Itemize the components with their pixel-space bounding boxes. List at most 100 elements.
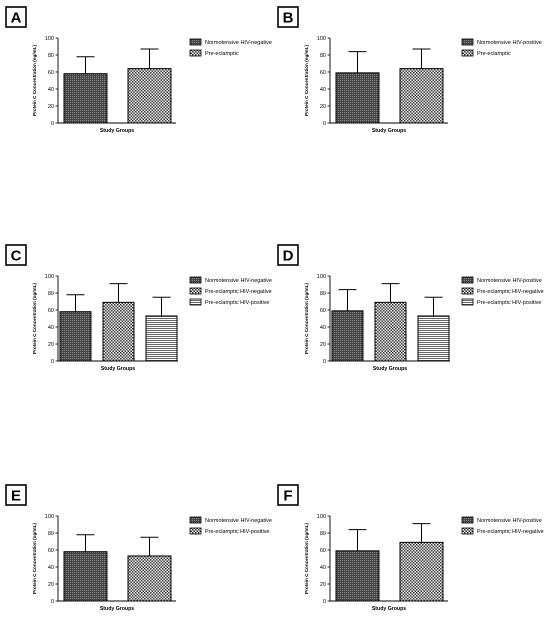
panel-letter: C [11,248,22,265]
legend-swatch [461,49,474,57]
y-tick-label: 40 [320,87,326,93]
bar-2 [127,555,172,602]
bar-3 [417,315,450,362]
legend-swatch [189,276,202,284]
y-tick-label: 100 [317,514,326,520]
panel-letter: B [283,10,294,27]
x-axis-label: Study Groups [101,366,135,372]
bar-2 [374,301,407,362]
panel-d: D 0 20 40 60 80 100 Protein C Concentration (ng… [277,244,544,372]
y-tick-label: 100 [317,36,326,42]
legend-label: Normotensive HIV-negative [205,278,272,284]
legend-swatch [189,516,202,524]
bar-1 [335,72,380,124]
legend-swatch [189,38,202,46]
y-tick-label: 20 [48,582,54,588]
y-tick-label: 60 [48,548,54,554]
y-tick-label: 40 [320,565,326,571]
x-axis-label: Study Groups [372,606,406,612]
panel-c: C 0 20 40 60 80 100 Protein C Concentration (ng… [5,244,272,372]
y-tick-label: 60 [48,308,54,314]
legend-swatch [461,516,474,524]
y-tick-label: 20 [320,582,326,588]
panel-e: E 0 20 40 60 80 100 Protein C Concentration (ng… [5,484,272,612]
y-tick-label: 0 [323,599,326,605]
y-tick-label: 80 [48,53,54,59]
legend-label: Pre-eclamptic HIV-negative [205,289,272,295]
panel-letter: E [11,488,21,505]
y-tick-label: 80 [320,53,326,59]
bar-3 [145,315,178,362]
panel-f: F 0 20 40 60 80 100 Protein C Concentration (ng… [277,484,544,612]
legend-label: Pre-eclamptic HIV-negative [477,529,544,535]
y-tick-label: 40 [48,87,54,93]
bar-2 [399,541,444,602]
y-tick-label: 0 [51,599,54,605]
y-tick-label: 40 [48,325,54,331]
y-tick-label: 100 [45,514,54,520]
panel-letter: A [11,10,22,27]
y-tick-label: 0 [51,121,54,127]
panel-letter: D [283,248,294,265]
legend-label: Normotensive HIV-negative [205,518,272,524]
panel-letter: F [283,488,292,505]
y-tick-label: 20 [48,104,54,110]
bar-2 [127,68,172,124]
legend-swatch [189,287,202,295]
x-axis-label: Study Groups [373,366,407,372]
y-axis-label: Protein C Concentration (ng/mL) [32,45,37,116]
bar-1 [63,73,108,124]
y-tick-label: 60 [320,548,326,554]
legend-label: Pre-eclamptic HIV-positive [477,300,542,306]
panel-letter-box [277,244,299,266]
y-tick-label: 20 [48,342,54,348]
y-tick-label: 80 [320,291,326,297]
y-tick-label: 80 [48,291,54,297]
bar-1 [59,311,92,362]
legend-swatch [461,38,474,46]
panel-letter-box [5,6,27,28]
legend-swatch [461,298,474,306]
bar-1 [63,551,108,602]
bar-1 [335,550,380,602]
panel-a: A 0 20 40 60 80 100 Protein C Concentration (ng… [5,6,272,134]
bar-2 [399,68,444,124]
panel-letter-box [5,484,27,506]
legend-swatch [189,527,202,535]
legend-label: Pre-eclamptic [477,51,511,57]
y-tick-label: 0 [51,359,54,365]
legend-swatch [461,527,474,535]
y-tick-label: 100 [45,274,54,280]
legend-label: Pre-eclamptic HIV-negative [477,289,544,295]
y-tick-label: 40 [320,325,326,331]
y-tick-label: 40 [48,565,54,571]
y-axis-label: Protein C Concentration (ng/mL) [32,523,37,594]
y-tick-label: 0 [323,359,326,365]
legend-swatch [461,287,474,295]
y-tick-label: 20 [320,104,326,110]
bar-1 [331,310,364,362]
y-tick-label: 100 [45,36,54,42]
legend-swatch [189,49,202,57]
panels-root: A 0 20 40 60 80 100 Protein C Concentration (ng… [5,6,544,612]
y-tick-label: 0 [323,121,326,127]
y-axis-label: Protein C Concentration (ng/mL) [304,45,309,116]
x-axis-label: Study Groups [100,128,134,134]
legend-label: Pre-eclamptic [205,51,239,57]
y-tick-label: 60 [320,308,326,314]
legend-label: Pre-eclamptic HIV-positive [205,300,270,306]
y-tick-label: 80 [320,531,326,537]
y-tick-label: 60 [320,70,326,76]
panel-letter-box [277,6,299,28]
y-axis-label: Protein C Concentration (ng/mL) [32,283,37,354]
legend-label: Pre-eclamptic HIV-positive [205,529,270,535]
legend-label: Normotensive HIV-negative [205,40,272,46]
y-tick-label: 100 [317,274,326,280]
legend-label: Normotensive HIV-positive [477,518,542,524]
y-axis-label: Protein C Concentration (ng/mL) [304,523,309,594]
panel-letter-box [5,244,27,266]
x-axis-label: Study Groups [100,606,134,612]
legend-swatch [461,276,474,284]
